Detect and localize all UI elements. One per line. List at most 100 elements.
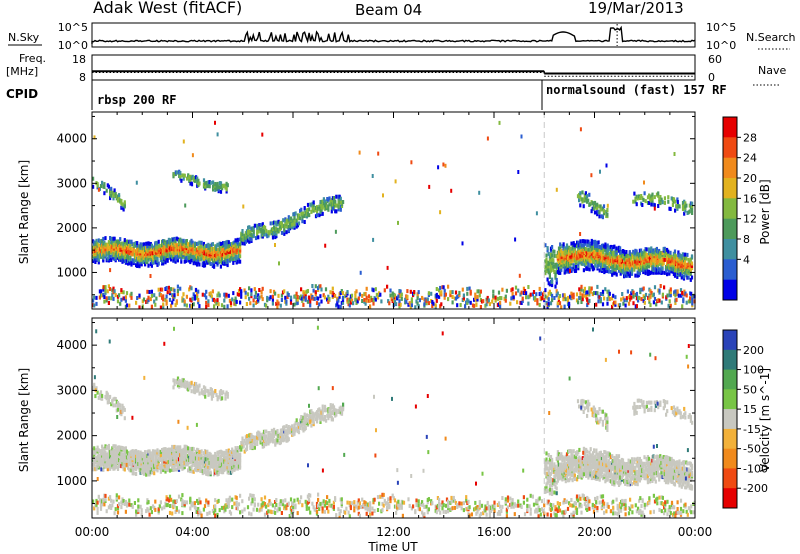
scatter-cell [280, 220, 284, 225]
scatter-cell [302, 415, 305, 420]
scatter-cell [159, 467, 162, 472]
scatter-cell [180, 238, 183, 243]
scatter-cell [628, 273, 631, 278]
scatter-cell [546, 248, 549, 253]
scatter-cell [197, 453, 200, 457]
scatter-cell [277, 301, 280, 306]
scatter-cell [201, 463, 204, 468]
scatter-cell [198, 240, 201, 245]
scatter-cell [629, 297, 632, 302]
scatter-cell [201, 469, 204, 474]
scatter-cell [668, 270, 671, 275]
scatter-cell [107, 455, 110, 460]
scatter-cell [189, 260, 192, 265]
scatter-cell [619, 263, 622, 268]
scatter-cell [223, 450, 226, 455]
scatter-cell [638, 271, 641, 276]
scatter-cell [283, 437, 286, 442]
scatter-cell [123, 462, 126, 467]
scatter-cell [598, 253, 601, 258]
scatter-cell [280, 293, 283, 298]
scatter-cell [545, 253, 548, 258]
scatter-cell [491, 299, 494, 304]
scatter-cell [192, 455, 195, 460]
scatter-cell [113, 188, 116, 193]
scatter-cell [189, 246, 192, 251]
colorbar-segment [723, 259, 737, 281]
scatter-cell [177, 462, 181, 467]
scatter-cell [164, 246, 167, 251]
scatter-cell [203, 467, 207, 472]
scatter-cell [206, 260, 209, 265]
scatter-cell [578, 198, 581, 203]
scatter-cell [156, 448, 159, 453]
scatter-cell [175, 236, 178, 241]
scatter-cell [154, 449, 157, 454]
scatter-cell [642, 286, 645, 291]
scatter-cell [184, 461, 187, 466]
scatter-cell [227, 462, 230, 467]
scatter-cell [339, 409, 342, 414]
scatter-cell [207, 471, 210, 476]
scatter-cell [132, 471, 135, 476]
scatter-cell [623, 249, 626, 254]
scatter-cell [262, 442, 266, 447]
scatter-cell [569, 294, 572, 299]
scatter-cell [123, 255, 126, 260]
scatter-cell [252, 303, 255, 308]
scatter-cell [226, 459, 229, 464]
scatter-cell [539, 291, 542, 296]
scatter-cell [129, 258, 132, 263]
scatter-cell [96, 390, 99, 395]
scatter-cell [473, 297, 476, 302]
scatter-cell [357, 296, 360, 301]
scatter-cell [162, 304, 165, 309]
scatter-cell [462, 293, 465, 298]
scatter-cell [188, 179, 191, 183]
scatter-cell [558, 294, 562, 298]
scatter-cell [158, 451, 161, 456]
scatter-cell [113, 289, 116, 294]
scatter-cell [614, 260, 617, 265]
scatter-cell [159, 305, 162, 310]
scatter-cell [442, 162, 445, 167]
scatter-cell [148, 252, 151, 257]
colorbar-segment [723, 137, 737, 159]
scatter-cell [630, 267, 634, 272]
scatter-cell [104, 457, 107, 462]
colorbar-tick-label: 4 [743, 253, 750, 266]
scatter-cell [225, 187, 228, 192]
scatter-cell [214, 299, 217, 304]
scatter-cell [159, 248, 162, 252]
scatter-cell [266, 437, 269, 442]
scatter-cell [547, 291, 550, 296]
scatter-cell [202, 241, 205, 246]
scatter-cell [372, 237, 375, 242]
scatter-cell [303, 206, 306, 210]
scatter-cell [377, 151, 380, 156]
scatter-cell [180, 178, 183, 183]
scatter-cell [156, 460, 159, 465]
scatter-cell [671, 269, 674, 274]
scatter-cell [314, 284, 317, 289]
scatter-cell [572, 295, 575, 300]
scatter-cell [239, 242, 242, 247]
scatter-cell [167, 447, 170, 452]
scatter-cell [93, 256, 96, 261]
scatter-cell [649, 256, 652, 261]
scatter-cell [608, 291, 611, 296]
scatter-cell [596, 242, 599, 247]
scatter-cell [233, 298, 236, 303]
scatter-cell [222, 247, 225, 252]
scatter-cell [200, 253, 203, 258]
scatter-cell [677, 293, 680, 298]
scatter-cell [601, 215, 604, 220]
scatter-cell [588, 292, 591, 297]
scatter-cell [638, 264, 641, 269]
scatter-cell [287, 437, 290, 442]
scatter-cell [109, 466, 112, 471]
scatter-cell [93, 459, 96, 464]
scatter-cell [466, 291, 469, 296]
scatter-cell [211, 464, 214, 469]
scatter-cell [184, 458, 187, 463]
